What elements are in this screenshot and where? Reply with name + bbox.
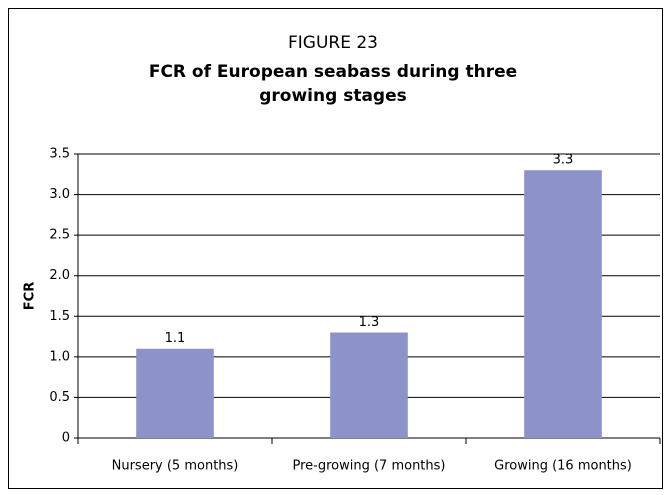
y-tick-label: 1.5 — [49, 309, 70, 324]
data-label: 1.3 — [359, 315, 380, 330]
y-tick-label: 1.0 — [49, 349, 70, 364]
x-tick-label: Growing (16 months) — [494, 459, 632, 474]
y-tick-label: 0 — [62, 431, 70, 446]
data-label: 1.1 — [165, 331, 186, 346]
frame — [8, 8, 663, 489]
y-tick-label: 2.5 — [49, 228, 70, 243]
data-label: 3.3 — [553, 153, 574, 168]
y-tick-label: 3.0 — [49, 187, 70, 202]
x-tick-label: Nursery (5 months) — [112, 459, 239, 474]
y-tick-label: 3.5 — [49, 147, 70, 162]
y-tick-label: 2.0 — [49, 268, 70, 283]
bar — [524, 170, 602, 438]
chart-title: FCR of European seabass during three gro… — [148, 62, 518, 106]
bar — [136, 348, 214, 438]
figure-number: FIGURE 23 — [288, 33, 378, 53]
y-axis-label: FCR — [23, 282, 38, 310]
x-tick-label: Pre-growing (7 months) — [292, 459, 445, 474]
y-tick-label: 0.5 — [49, 390, 70, 405]
bar — [330, 332, 408, 438]
